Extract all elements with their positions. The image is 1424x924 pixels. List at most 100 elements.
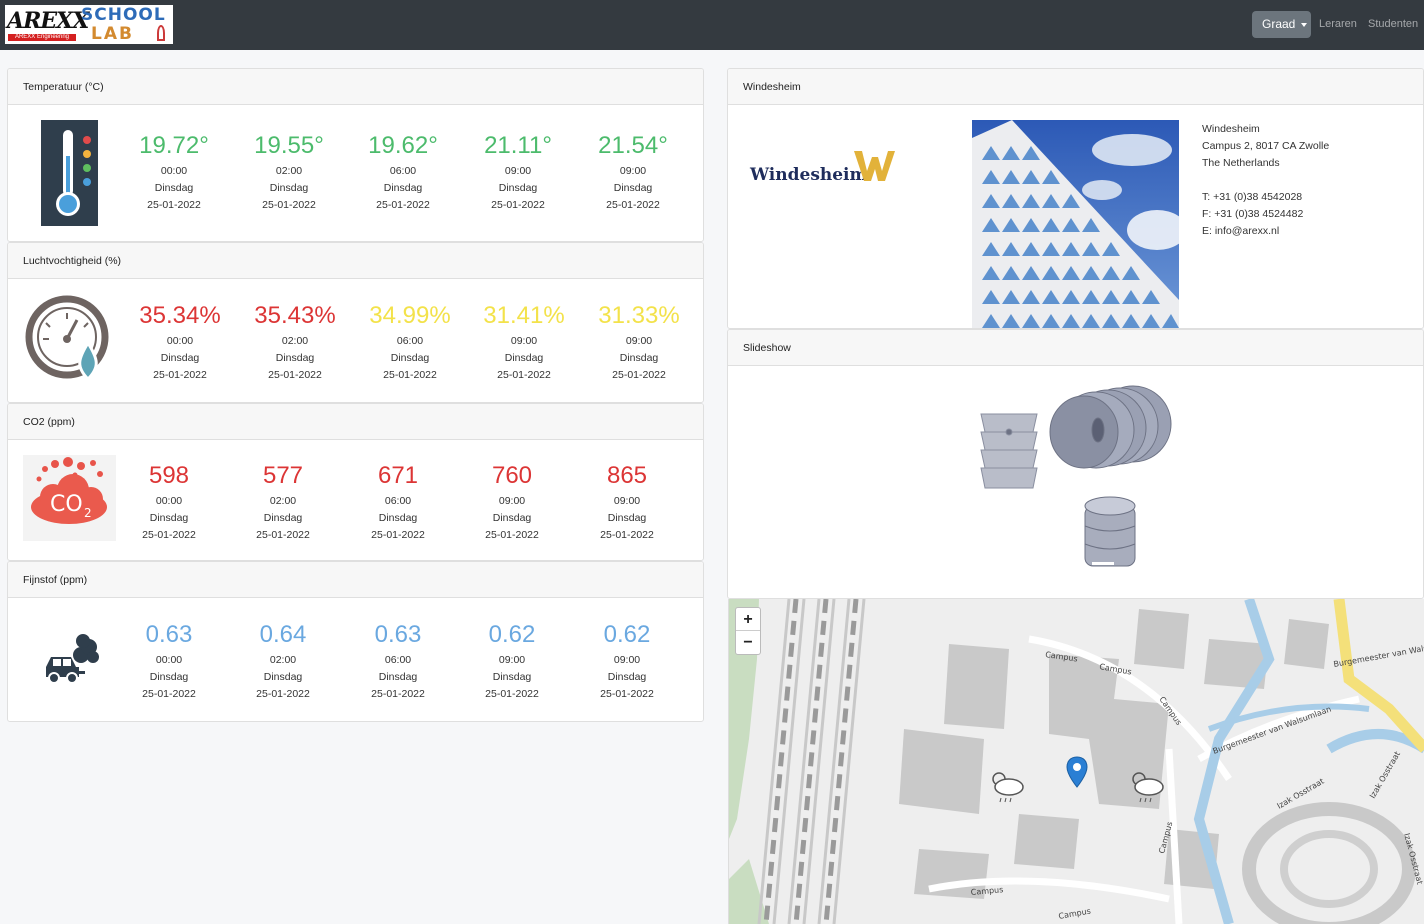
reading-date: 25-01-2022 — [153, 369, 207, 381]
reading: 0.63 06:00 Dinsdag 25-01-2022 — [348, 618, 448, 703]
map-marker-icon — [1066, 756, 1088, 788]
reading-day: Dinsdag — [607, 512, 647, 524]
reading-day: Dinsdag — [492, 512, 532, 524]
reading-date: 25-01-2022 — [485, 529, 539, 541]
map-label: Campus — [970, 885, 1003, 897]
zoom-in-button[interactable]: + — [736, 608, 760, 631]
card-header: Temperatuur (°C) — [8, 69, 703, 105]
reading: 21.11° 09:00 Dinsdag 25-01-2022 — [468, 129, 568, 214]
nav-link-leraren[interactable]: Leraren — [1319, 18, 1357, 30]
caret-down-icon — [1301, 22, 1308, 27]
zoom-out-button[interactable]: − — [743, 634, 753, 651]
reading-day: Dinsdag — [492, 671, 532, 683]
humidity-gauge-icon — [25, 295, 109, 382]
reading-day: Dinsdag — [275, 352, 315, 364]
card-header: Luchtvochtigheid (%) — [8, 243, 703, 279]
contact-email[interactable]: E: info@arexx.nl — [1202, 225, 1280, 237]
reading-day: Dinsdag — [619, 352, 659, 364]
logo-brand: AREXX — [7, 8, 89, 34]
reading-day: Dinsdag — [269, 182, 309, 194]
reading-value: 19.72° — [139, 132, 209, 159]
reading-time: 02:00 — [275, 165, 303, 177]
windesheim-w-icon — [854, 151, 895, 181]
reading: 31.33% 09:00 Dinsdag 25-01-2022 — [589, 299, 689, 384]
reading-day: Dinsdag — [383, 182, 423, 194]
reading-value: 35.43% — [254, 302, 336, 329]
campus-map[interactable]: Campus Campus Campus Campus Campus Burge… — [728, 599, 1424, 924]
reading-day: Dinsdag — [263, 512, 303, 524]
reading-value: 760 — [491, 462, 533, 489]
reading-value: 0.62 — [603, 621, 651, 648]
reading-day: Dinsdag — [263, 671, 303, 683]
reading-day: Dinsdag — [160, 352, 200, 364]
graad-dropdown-label: Graad — [1262, 17, 1296, 31]
reading: 598 00:00 Dinsdag 25-01-2022 — [119, 459, 219, 544]
reading-date: 25-01-2022 — [142, 688, 196, 700]
reading-date: 25-01-2022 — [612, 369, 666, 381]
co2-icon-text: CO — [50, 492, 83, 517]
reading: 0.62 09:00 Dinsdag 25-01-2022 — [577, 618, 677, 703]
stacked-cone-part — [980, 413, 1038, 489]
reading-time: 09:00 — [625, 335, 653, 347]
reading-date: 25-01-2022 — [491, 199, 545, 211]
reading-date: 25-01-2022 — [497, 369, 551, 381]
reading: 19.55° 02:00 Dinsdag 25-01-2022 — [239, 129, 339, 214]
arexx-school-lab-logo[interactable]: AREXX AREXX Engineering SCHOOL LAB — [5, 5, 173, 44]
windesheim-building-photo — [972, 120, 1179, 328]
reading-time: 06:00 — [389, 165, 417, 177]
reading-time: 02:00 — [269, 654, 297, 666]
reading: 760 09:00 Dinsdag 25-01-2022 — [462, 459, 562, 544]
temperature-card: Temperatuur (°C) 19.72° 00:00 Dinsdag 25… — [7, 68, 704, 242]
reading: 19.62° 06:00 Dinsdag 25-01-2022 — [353, 129, 453, 214]
reading-time: 09:00 — [504, 165, 532, 177]
reading: 21.54° 09:00 Dinsdag 25-01-2022 — [583, 129, 683, 214]
reading-time: 09:00 — [613, 654, 641, 666]
co2-cloud-icon: CO 2 — [23, 455, 116, 541]
weather-rain-icon — [992, 772, 1024, 803]
reading: 0.64 02:00 Dinsdag 25-01-2022 — [233, 618, 333, 703]
reading: 671 06:00 Dinsdag 25-01-2022 — [348, 459, 448, 544]
graad-dropdown-button[interactable]: Graad — [1252, 11, 1311, 38]
reading: 0.63 00:00 Dinsdag 25-01-2022 — [119, 618, 219, 703]
disc-stack-part — [1049, 385, 1172, 469]
reading-value: 19.55° — [254, 132, 324, 159]
card-header: Fijnstof (ppm) — [8, 562, 703, 598]
reading: 0.62 09:00 Dinsdag 25-01-2022 — [462, 618, 562, 703]
reading: 865 09:00 Dinsdag 25-01-2022 — [577, 459, 677, 544]
logo-school: SCHOOL — [81, 5, 166, 25]
co2-card: CO2 (ppm) CO 2 598 00:00 Dinsdag 25-01-2… — [7, 403, 704, 561]
map-label: Campus — [1045, 650, 1079, 663]
reading-time: 09:00 — [619, 165, 647, 177]
logo-lab: LAB — [91, 24, 134, 44]
reading-time: 06:00 — [384, 495, 412, 507]
reading: 35.34% 00:00 Dinsdag 25-01-2022 — [130, 299, 230, 384]
reading-date: 25-01-2022 — [256, 688, 310, 700]
reading: 34.99% 06:00 Dinsdag 25-01-2022 — [360, 299, 460, 384]
humidity-card: Luchtvochtigheid (%) 35.34% 00:00 Dinsda… — [7, 242, 704, 403]
thermometer-icon — [41, 120, 98, 226]
reading-day: Dinsdag — [613, 182, 653, 194]
windesheim-logo-text: Windesheim — [750, 165, 868, 185]
reading-date: 25-01-2022 — [147, 199, 201, 211]
reading-value: 0.63 — [374, 621, 422, 648]
reading-day: Dinsdag — [607, 671, 647, 683]
reading-value: 21.11° — [484, 132, 552, 159]
contact-info: Windesheim Campus 2, 8017 CA Zwolle The … — [1202, 121, 1329, 240]
reading-time: 06:00 — [384, 654, 412, 666]
nav-link-studenten[interactable]: Studenten — [1368, 18, 1419, 30]
weather-rain-icon — [1132, 772, 1164, 803]
reading-date: 25-01-2022 — [371, 529, 425, 541]
particulate-card: Fijnstof (ppm) 0.63 00:00 Dinsdag 25-01-… — [7, 561, 704, 722]
reading-value: 31.41% — [483, 302, 565, 329]
reading-date: 25-01-2022 — [376, 199, 430, 211]
slideshow-image[interactable] — [728, 366, 1423, 598]
contact-fax: F: +31 (0)38 4524482 — [1202, 208, 1304, 220]
reading-value: 0.64 — [259, 621, 307, 648]
reading-value: 31.33% — [598, 302, 680, 329]
reading: 19.72° 00:00 Dinsdag 25-01-2022 — [124, 129, 224, 214]
slideshow-card: Slideshow — [727, 329, 1424, 599]
reading: 35.43% 02:00 Dinsdag 25-01-2022 — [245, 299, 345, 384]
reading-value: 577 — [262, 462, 304, 489]
reading-value: 865 — [606, 462, 648, 489]
reading-value: 598 — [148, 462, 190, 489]
